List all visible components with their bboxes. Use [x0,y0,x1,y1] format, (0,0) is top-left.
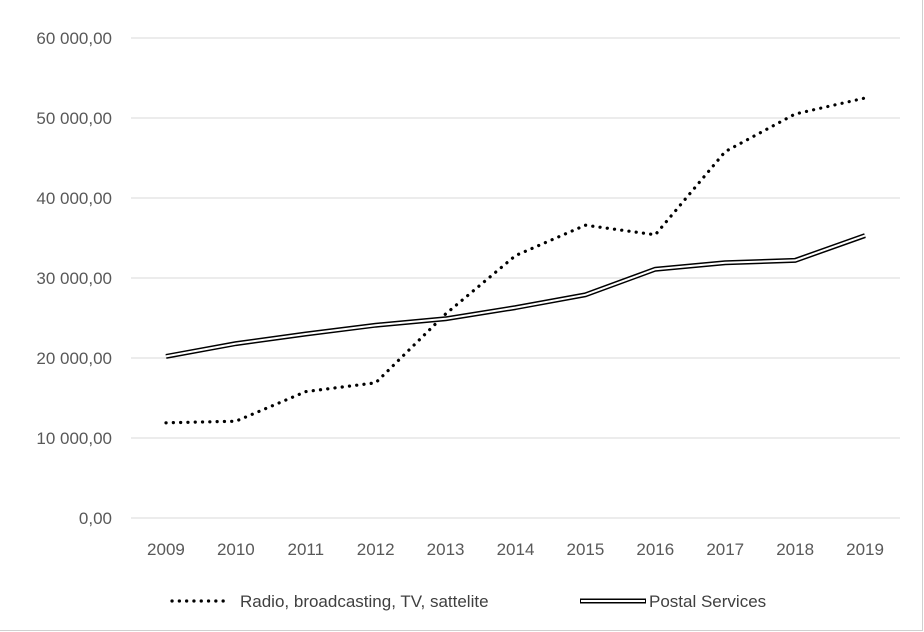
legend-label: Postal Services [649,592,766,611]
legend-item-1: Postal Services [580,592,766,611]
y-tick-label: 20 000,00 [36,349,112,368]
series-path-inner [165,234,866,358]
y-tick-label: 40 000,00 [36,189,112,208]
legend-item-0: Radio, broadcasting, TV, sattelite [170,592,489,611]
x-tick-label: 2018 [776,540,814,559]
y-tick-label: 50 000,00 [36,109,112,128]
y-axis-tick-labels: 0,00 10 000,00 20 000,00 30 000,00 40 000,00… [36,29,112,528]
y-tick-label: 0,00 [79,509,112,528]
x-tick-label: 2011 [287,540,324,559]
x-tick-label: 2014 [497,540,535,559]
x-axis-tick-labels: 2009 2010 2011 2012 2013 2014 2015 2016 2017 2018… [147,540,884,559]
x-tick-label: 2019 [846,540,884,559]
series-line-0 [164,96,867,425]
x-tick-label: 2016 [636,540,674,559]
x-tick-label: 2015 [566,540,604,559]
y-tick-label: 10 000,00 [36,429,112,448]
gridlines [131,37,900,519]
legend-label: Radio, broadcasting, TV, sattelite [240,592,489,611]
legend: Radio, broadcasting, TV, sattelite Postal… [170,592,766,611]
x-tick-label: 2012 [357,540,395,559]
series-lines [164,96,867,425]
x-tick-label: 2013 [427,540,465,559]
series-path [164,96,867,425]
x-tick-label: 2009 [147,540,185,559]
series-line-1 [165,233,866,359]
y-tick-label: 60 000,00 [36,29,112,48]
x-tick-label: 2017 [706,540,744,559]
x-tick-label: 2010 [217,540,255,559]
y-tick-label: 30 000,00 [36,269,112,288]
